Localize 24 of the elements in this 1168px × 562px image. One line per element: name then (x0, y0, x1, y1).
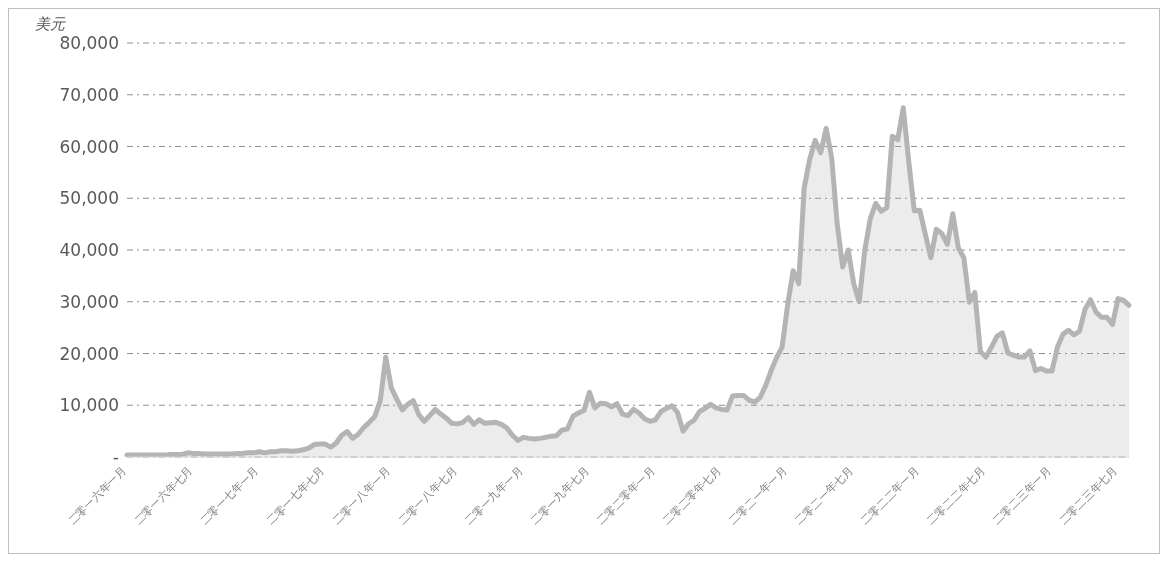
x-tick-label: 二零一九年七月 (527, 463, 592, 528)
x-tick-label: 二零二一年一月 (726, 463, 790, 528)
x-tick-label: 二零二二年七月 (924, 463, 988, 528)
y-tick-label: 20,000 (59, 343, 119, 364)
x-tick-label: 二零二零年一月 (594, 463, 658, 528)
y-tick-label: 80,000 (59, 33, 119, 54)
x-tick-label: 二零一七年一月 (197, 463, 262, 528)
y-tick-label: 70,000 (59, 84, 119, 105)
x-tick-label: 二零一八年七月 (395, 463, 460, 528)
y-tick-label: 10,000 (59, 395, 119, 416)
y-tick-label: 50,000 (59, 188, 119, 209)
y-tick-label: 40,000 (59, 240, 119, 261)
x-tick-label: 二零一七年七月 (263, 463, 328, 528)
y-tick-label: 30,000 (59, 291, 119, 312)
x-tick-label: 二零一六年七月 (131, 463, 196, 528)
x-tick-label: 二零一九年一月 (461, 463, 526, 528)
x-tick-label: 二零一八年一月 (329, 463, 394, 528)
y-tick-label: 60,000 (59, 136, 119, 157)
x-tick-label: 二零二一年七月 (792, 463, 856, 528)
x-tick-label: 二零二三年一月 (990, 463, 1055, 528)
x-tick-label: 二零二零年七月 (660, 463, 724, 528)
x-tick-label: 二零二二年一月 (858, 463, 922, 528)
y-axis-title: 美元 (35, 15, 65, 34)
x-tick-label: 二零二三年七月 (1056, 463, 1121, 528)
